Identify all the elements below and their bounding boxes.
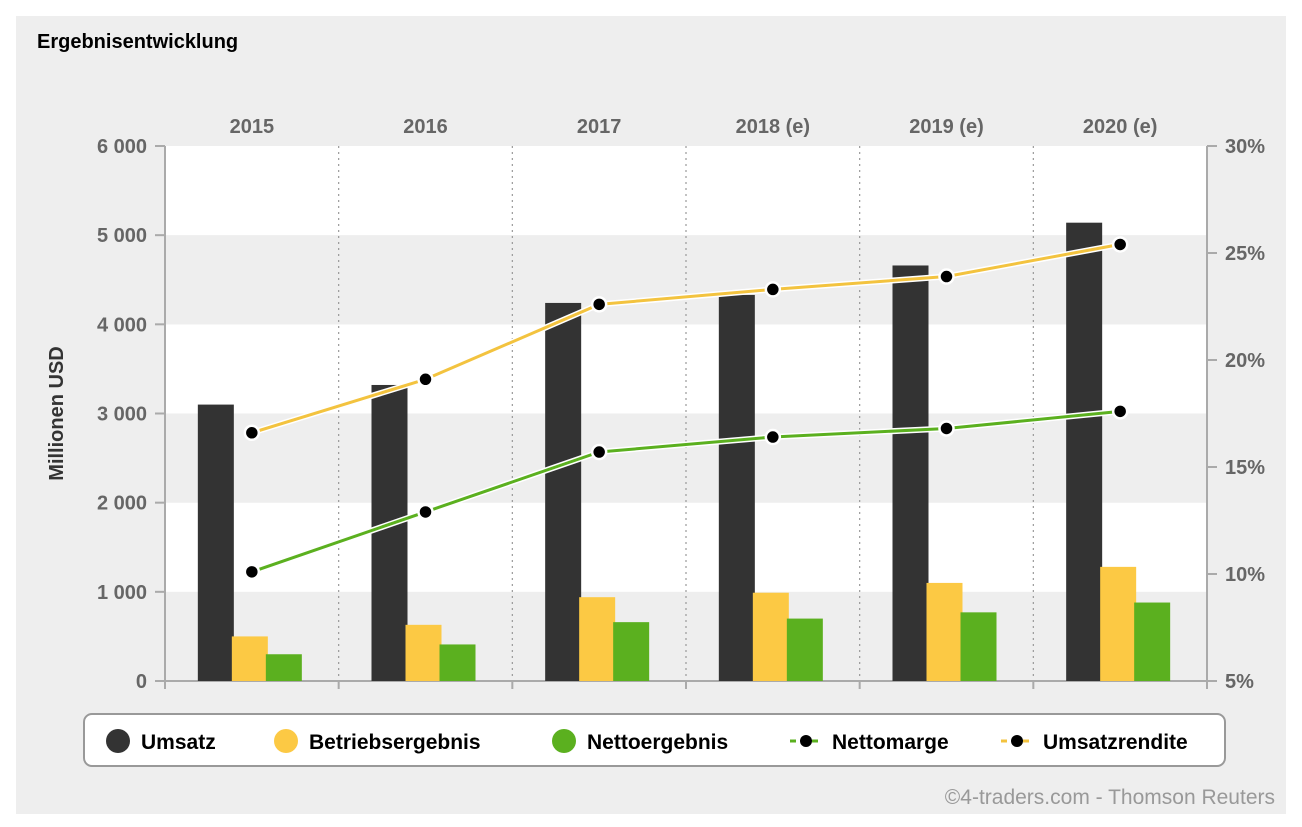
x-category-label: 2015 bbox=[230, 116, 275, 138]
x-category-label: 2020 (e) bbox=[1083, 116, 1158, 138]
bar-betriebsergebnis-4 bbox=[926, 582, 963, 681]
grid-band bbox=[165, 502, 1207, 592]
point-umsatzrendite-4 bbox=[938, 268, 955, 285]
y-tick-label: 1 000 bbox=[97, 582, 147, 604]
y-axis-label: Millionen USD bbox=[46, 346, 68, 480]
bar-umsatz-3 bbox=[718, 294, 755, 681]
legend-label-nettoergebnis: Nettoergebnis bbox=[587, 731, 728, 754]
y2-tick-label: 20% bbox=[1225, 350, 1265, 372]
line-nettomarge bbox=[251, 409, 1121, 574]
grid-layer bbox=[165, 146, 1207, 681]
x-category-label: 2016 bbox=[403, 116, 448, 138]
y-tick-label: 5 000 bbox=[97, 225, 147, 247]
point-umsatzrendite-2 bbox=[590, 296, 608, 313]
point-nettomarge-3 bbox=[764, 428, 782, 446]
x-category-label: 2018 (e) bbox=[736, 116, 811, 138]
legend-label-umsatz: Umsatz bbox=[141, 731, 216, 754]
legend-label-nettomarge: Nettomarge bbox=[832, 731, 949, 754]
point-umsatzrendite-1 bbox=[417, 371, 434, 388]
point-umsatzrendite-0 bbox=[243, 424, 261, 442]
x-category-label: 2019 (e) bbox=[909, 116, 984, 138]
y-tick-label: 3 000 bbox=[97, 404, 147, 426]
point-nettomarge-2 bbox=[590, 443, 608, 461]
bar-nettoergebnis-0 bbox=[265, 654, 302, 681]
legend-swatch-nettoergebnis bbox=[552, 729, 576, 753]
legend-label-umsatzrendite: Umsatzrendite bbox=[1043, 731, 1188, 754]
bar-nettoergebnis-4 bbox=[960, 612, 997, 681]
point-nettomarge-5 bbox=[1111, 403, 1129, 420]
bar-nettoergebnis-1 bbox=[439, 644, 476, 681]
y2-tick-label: 10% bbox=[1225, 564, 1265, 586]
y-tick-label: 0 bbox=[136, 671, 147, 693]
bar-nettoergebnis-3 bbox=[786, 618, 823, 681]
point-nettomarge-0 bbox=[243, 563, 261, 581]
y2-tick-label: 30% bbox=[1225, 136, 1265, 158]
bar-nettoergebnis-2 bbox=[613, 622, 650, 681]
legend: Umsatz Betriebsergebnis Nettoergebnis Netto… bbox=[83, 713, 1226, 767]
grid-band bbox=[165, 591, 1207, 681]
y-tick-label: 2 000 bbox=[97, 493, 147, 515]
legend-swatch-marker-nettomarge bbox=[800, 735, 812, 747]
copyright-text: ©4-traders.com - Thomson Reuters bbox=[945, 786, 1275, 809]
y2-tick-label: 25% bbox=[1225, 243, 1265, 265]
y-tick-label: 6 000 bbox=[97, 136, 147, 158]
grid-band bbox=[165, 146, 1207, 236]
legend-swatch-marker-umsatzrendite bbox=[1011, 735, 1023, 747]
bar-betriebsergebnis-2 bbox=[579, 597, 616, 681]
bar-layer bbox=[197, 222, 1171, 681]
point-umsatzrendite-5 bbox=[1111, 236, 1129, 253]
bar-nettoergebnis-5 bbox=[1134, 602, 1171, 681]
bar-umsatz-1 bbox=[371, 384, 408, 681]
y2-tick-label: 15% bbox=[1225, 457, 1265, 479]
y2-tick-label: 5% bbox=[1225, 671, 1254, 693]
x-category-label: 2017 bbox=[577, 116, 622, 138]
legend-swatch-umsatz bbox=[106, 729, 130, 753]
point-umsatzrendite-3 bbox=[764, 281, 782, 298]
legend-box bbox=[83, 713, 1226, 767]
legend-label-betriebsergebnis: Betriebsergebnis bbox=[309, 731, 481, 754]
line-layer bbox=[243, 236, 1129, 581]
bar-betriebsergebnis-3 bbox=[752, 592, 789, 681]
bar-umsatz-2 bbox=[545, 302, 582, 681]
y-tick-label: 4 000 bbox=[97, 314, 147, 336]
line-umsatzrendite bbox=[251, 242, 1121, 435]
bar-betriebsergebnis-1 bbox=[405, 624, 442, 681]
bar-betriebsergebnis-5 bbox=[1100, 566, 1137, 681]
point-nettomarge-1 bbox=[417, 503, 434, 521]
axis-layer: 0 1 000 2 000 3 000 4 000 5 000 6 000 5% 10% 15% 2… bbox=[46, 116, 1265, 693]
bar-umsatz-5 bbox=[1066, 222, 1103, 681]
bar-umsatz-0 bbox=[197, 404, 234, 681]
legend-swatch-betriebsergebnis bbox=[274, 729, 298, 753]
bar-betriebsergebnis-0 bbox=[231, 636, 268, 681]
bar-umsatz-4 bbox=[892, 265, 929, 681]
point-nettomarge-4 bbox=[938, 420, 955, 437]
chart-title: Ergebnisentwicklung bbox=[37, 31, 238, 53]
